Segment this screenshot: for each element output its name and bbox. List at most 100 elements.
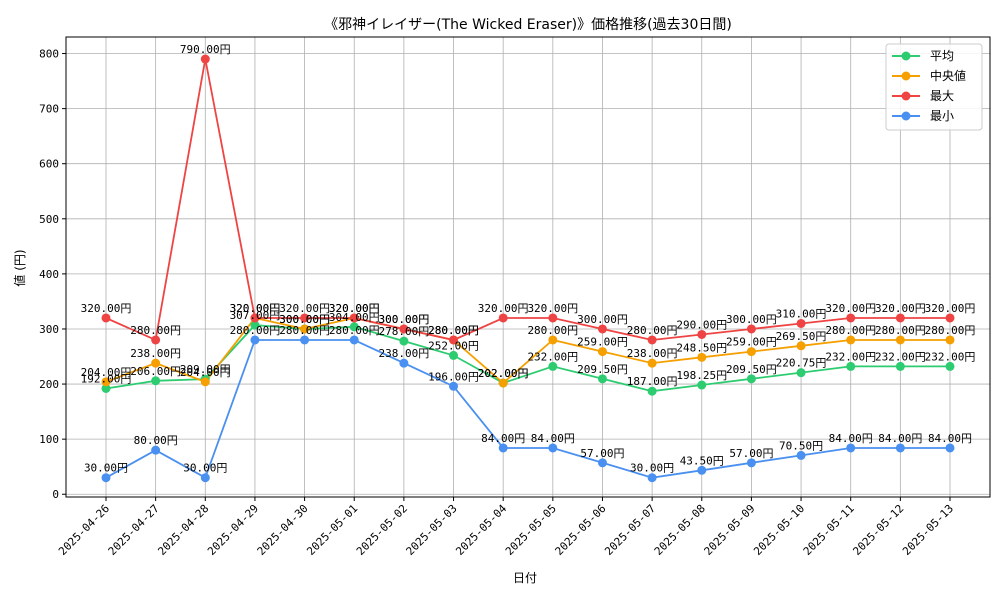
data-point (349, 322, 359, 332)
data-point (597, 374, 607, 384)
data-point (846, 313, 856, 323)
data-point (697, 352, 707, 362)
data-point (498, 378, 508, 388)
data-label: 80.00円 (134, 434, 178, 447)
data-label: 280.00円 (230, 324, 281, 337)
data-label: 232.00円 (875, 350, 926, 363)
data-point (597, 347, 607, 357)
data-point (697, 465, 707, 475)
data-label: 300.00円 (279, 313, 330, 326)
data-point (548, 361, 558, 371)
data-label: 202.00円 (478, 367, 529, 380)
data-label: 232.00円 (925, 350, 976, 363)
data-label: 310.00円 (776, 307, 827, 320)
x-tick-label: 2025-05-01 (304, 502, 360, 558)
data-label: 30.00円 (630, 462, 674, 475)
data-label: 220.75円 (776, 357, 827, 370)
data-label: 252.00円 (428, 339, 479, 352)
data-point (498, 443, 508, 453)
data-label: 307.00円 (230, 309, 281, 322)
data-label: 280.00円 (527, 324, 578, 337)
data-point (449, 335, 459, 345)
y-tick-label: 200 (39, 378, 59, 391)
data-point (796, 450, 806, 460)
data-label: 280.00円 (279, 324, 330, 337)
data-label: 70.50円 (779, 439, 823, 452)
data-label: 320.00円 (527, 302, 578, 315)
x-tick-label: 2025-05-02 (354, 502, 410, 558)
data-label: 320.00円 (329, 302, 380, 315)
data-point (945, 335, 955, 345)
series-lines (105, 58, 950, 479)
y-tick-label: 700 (39, 103, 59, 116)
data-label: 280.00円 (329, 324, 380, 337)
data-point (548, 443, 558, 453)
legend-label: 中央値 (930, 68, 966, 83)
data-label: 280.00円 (825, 324, 876, 337)
data-label: 209.50円 (726, 363, 777, 376)
data-label: 259.00円 (577, 336, 628, 349)
x-axis-ticks: 2025-04-262025-04-272025-04-282025-04-29… (56, 497, 956, 558)
data-point (895, 313, 905, 323)
data-point (945, 313, 955, 323)
data-label: 204.00円 (81, 366, 132, 379)
y-tick-label: 100 (39, 433, 59, 446)
data-label: 30.00円 (84, 462, 128, 475)
plot-area-frame (65, 36, 991, 498)
data-label: 280.00円 (428, 324, 479, 337)
x-tick-label: 2025-05-12 (850, 502, 906, 558)
data-point (399, 336, 409, 346)
data-point (101, 383, 111, 393)
data-label: 790.00円 (180, 43, 231, 56)
data-point (647, 358, 657, 368)
data-point (647, 335, 657, 345)
data-point (846, 443, 856, 453)
data-label: 280.00円 (428, 324, 479, 337)
data-label: 300.00円 (726, 313, 777, 326)
y-tick-label: 400 (39, 268, 59, 281)
data-point (349, 313, 359, 323)
legend-marker (901, 51, 911, 61)
data-label: 43.50円 (680, 454, 724, 467)
x-tick-label: 2025-05-03 (404, 502, 460, 558)
data-label: 57.00円 (729, 447, 773, 460)
data-label: 238.00円 (627, 347, 678, 360)
data-label: 204.00円 (180, 366, 231, 379)
data-label: 238.00円 (379, 347, 430, 360)
series-line-0 (105, 324, 950, 393)
y-axis-ticks: 0 100 200 300 400 500 600 700 800 (39, 48, 66, 501)
data-point (746, 458, 756, 468)
data-label: 300.00円 (379, 313, 430, 326)
grid (66, 37, 990, 497)
data-point (697, 329, 707, 339)
data-point (548, 335, 558, 345)
data-label: 320.00円 (329, 302, 380, 315)
x-tick-label: 2025-05-05 (503, 502, 559, 558)
x-tick-label: 2025-04-28 (155, 502, 211, 558)
data-point (200, 473, 210, 483)
data-point (300, 313, 310, 323)
data-label: 232.00円 (527, 350, 578, 363)
data-point (349, 335, 359, 345)
data-point (449, 381, 459, 391)
data-point (895, 361, 905, 371)
y-tick-label: 0 (52, 488, 59, 501)
data-point (597, 458, 607, 468)
data-point (399, 324, 409, 334)
data-label: 320.00円 (81, 302, 132, 315)
data-point (945, 361, 955, 371)
chart-title: 《邪神イレイザー(The Wicked Eraser)》価格推移(過去30日間) (324, 17, 732, 33)
data-point (449, 350, 459, 360)
data-point (796, 368, 806, 378)
series-points (101, 54, 955, 483)
data-label: 320.00円 (230, 302, 281, 315)
data-label: 320.00円 (825, 302, 876, 315)
data-label: 84.00円 (928, 432, 972, 445)
data-point (548, 313, 558, 323)
data-point (746, 324, 756, 334)
data-label: 269.50円 (776, 330, 827, 343)
data-point (250, 335, 260, 345)
data-label: 198.25円 (676, 369, 727, 382)
